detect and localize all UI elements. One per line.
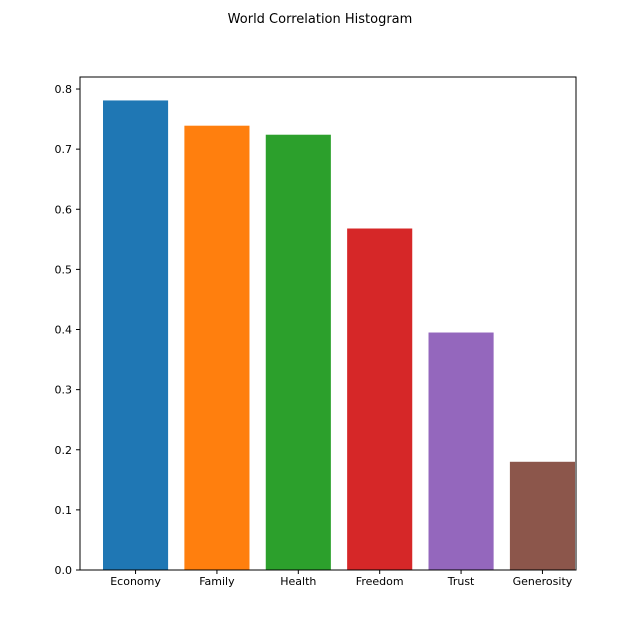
- bar-series: [103, 100, 575, 570]
- bar-economy: [103, 100, 169, 570]
- bar-trust: [428, 332, 494, 570]
- bar-health: [265, 134, 331, 570]
- x-tick-label: Health: [280, 575, 316, 588]
- x-tick-label: Generosity: [513, 575, 573, 588]
- x-tick-label: Freedom: [356, 575, 404, 588]
- x-tick-label: Family: [199, 575, 235, 588]
- y-tick-label: 0.3: [55, 384, 73, 397]
- y-tick-label: 0.7: [55, 143, 73, 156]
- bar-family: [184, 125, 250, 570]
- bar-generosity: [509, 461, 575, 570]
- y-tick-label: 0.6: [55, 203, 73, 216]
- y-tick-label: 0.8: [55, 83, 73, 96]
- y-tick-label: 0.4: [55, 324, 73, 337]
- y-axis: 0.0 0.1 0.2 0.3 0.4 0.5 0.6 0.7 0.8: [55, 83, 80, 577]
- x-axis: Economy Family Health Freedom Trust Generosit…: [110, 570, 573, 588]
- y-tick-label: 0.1: [55, 504, 73, 517]
- chart-title: World Correlation Histogram: [228, 12, 413, 27]
- x-tick-label: Economy: [110, 575, 161, 588]
- plot-frame: [79, 76, 577, 571]
- y-tick-label: 0.5: [55, 263, 73, 276]
- bar-freedom: [347, 228, 413, 570]
- y-tick-label: 0.2: [55, 444, 73, 457]
- y-tick-label: 0.0: [55, 564, 73, 577]
- x-tick-label: Trust: [447, 575, 475, 588]
